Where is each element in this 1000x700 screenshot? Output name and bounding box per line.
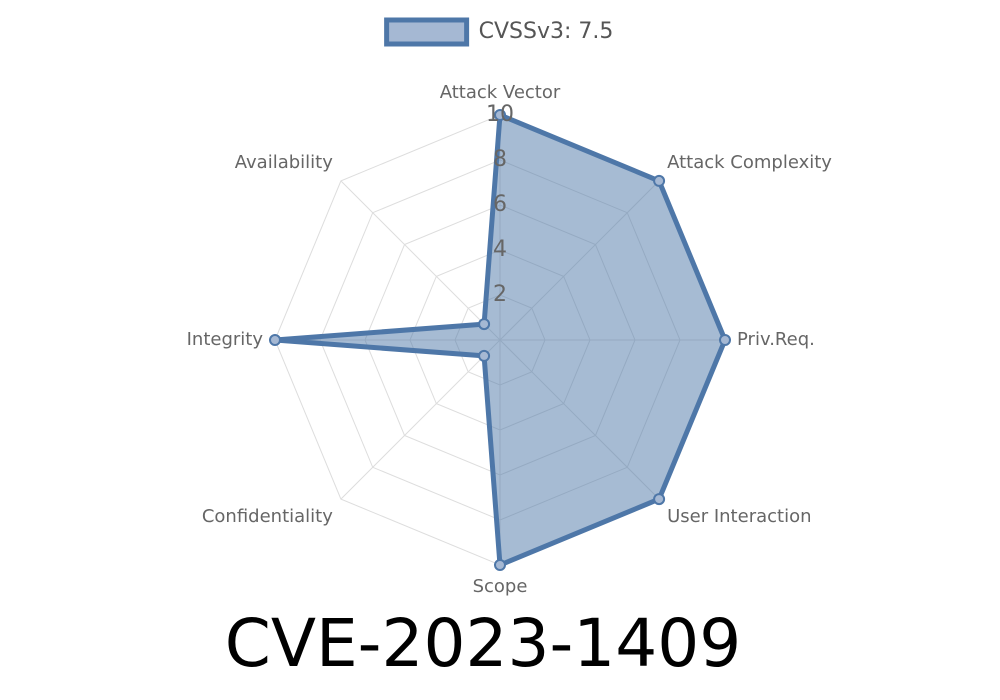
- legend-label: CVSSv3: 7.5: [479, 19, 614, 44]
- category-label: Confidentiality: [202, 506, 333, 527]
- category-label: Priv.Req.: [737, 329, 815, 350]
- category-label: Scope: [473, 576, 528, 597]
- r-tick-label: 2: [493, 282, 507, 307]
- data-point: [478, 318, 491, 331]
- data-point: [719, 334, 731, 346]
- r-tick-label: 4: [493, 237, 507, 262]
- category-label: Availability: [235, 152, 333, 173]
- data-point: [494, 559, 506, 571]
- data-point: [653, 174, 666, 187]
- data-point: [269, 334, 281, 346]
- category-label: Attack Vector: [440, 82, 561, 103]
- chart-title: CVE-2023-1409: [225, 605, 742, 682]
- r-tick-label: 6: [493, 192, 507, 217]
- spoke: [340, 339, 501, 500]
- category-label: Attack Complexity: [667, 152, 832, 173]
- spoke: [340, 180, 501, 341]
- data-point: [494, 109, 506, 121]
- r-tick-label: 10: [486, 102, 514, 127]
- legend-swatch: [384, 17, 470, 47]
- data-point: [478, 349, 491, 362]
- category-label: User Interaction: [667, 506, 811, 527]
- r-tick-label: 8: [493, 147, 507, 172]
- category-label: Integrity: [187, 329, 264, 350]
- data-point: [653, 493, 666, 506]
